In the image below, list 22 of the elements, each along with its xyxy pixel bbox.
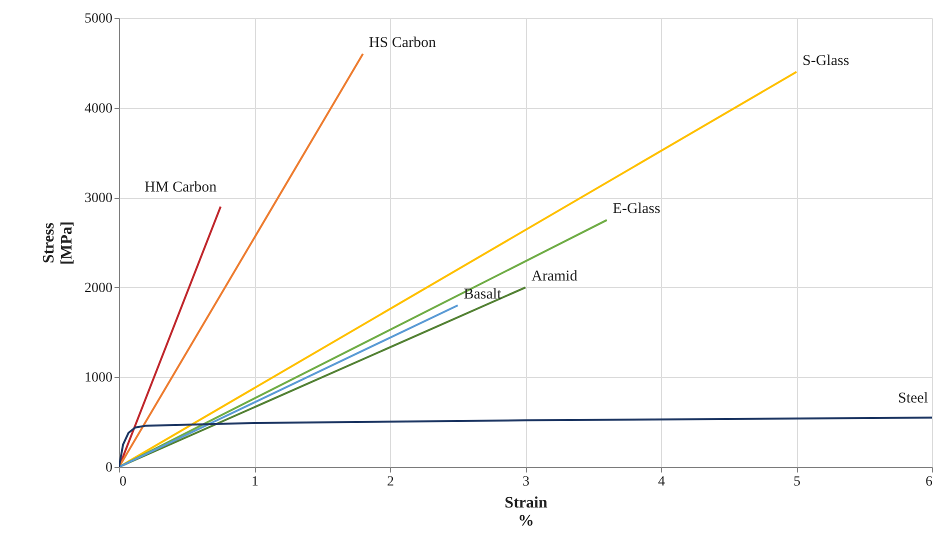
x-tick-label: 2 [387,474,394,490]
y-tick-label: 5000 [84,12,112,26]
x-tick-label: 3 [522,474,530,490]
y-tick-label: 3000 [84,191,112,206]
x-tick-label: 5 [794,474,800,490]
x-tick-label: 1 [252,474,258,490]
y-tick-label: 2000 [84,280,112,296]
x-tick-label: 6 [926,474,932,490]
y-tick-label: 0 [106,460,112,476]
x-axis-title: Strain % [504,494,548,530]
series-label: Aramid [532,268,578,284]
y-axis-title: Stress [MPa] [40,221,76,265]
series-label: HS Carbon [368,34,436,51]
series-label: E-Glass [612,201,660,218]
series-label: S-Glass [802,52,850,69]
series-label: Steel [898,390,928,407]
y-tick-label: 4000 [84,101,112,116]
series-label: HM Carbon [144,180,218,196]
x-tick-label: 4 [658,474,665,490]
series-label: Basalt [464,286,502,302]
x-tick-label: 0 [120,474,126,490]
y-tick-label: 1000 [84,370,112,386]
